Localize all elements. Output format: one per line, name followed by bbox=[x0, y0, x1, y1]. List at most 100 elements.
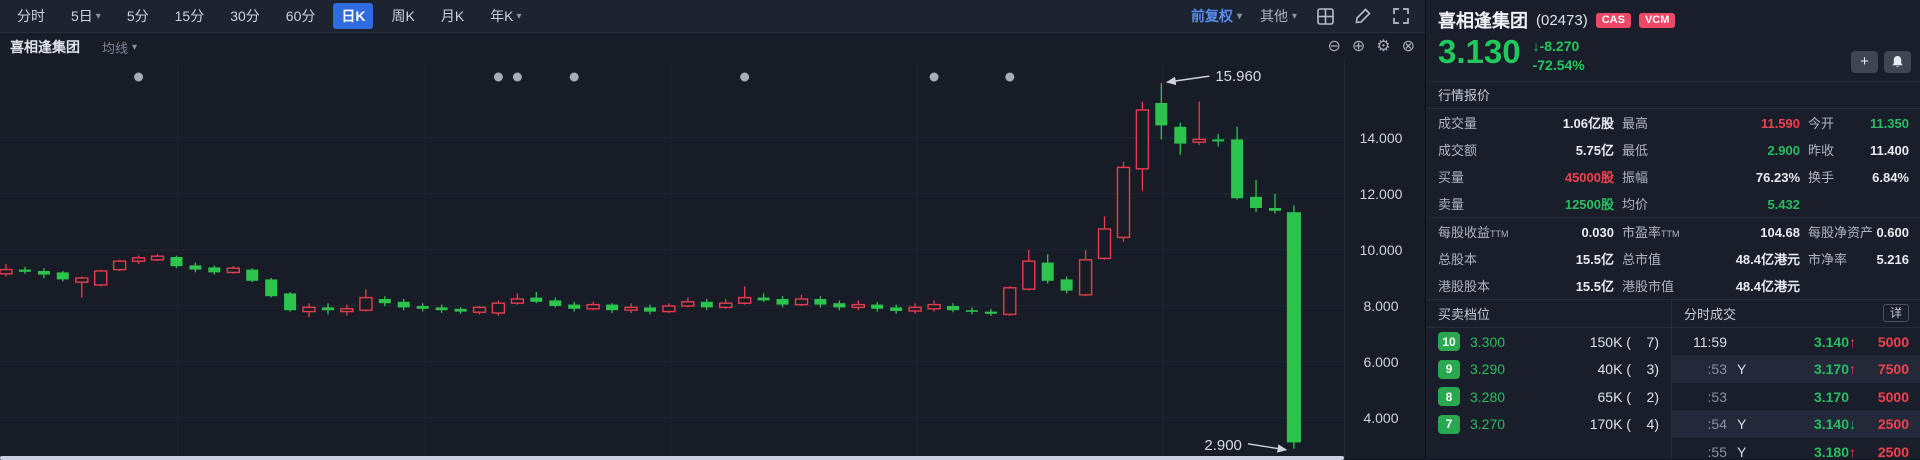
event-marker-dot bbox=[1005, 72, 1015, 82]
ma-dropdown[interactable]: 均线 ▾ bbox=[102, 38, 137, 57]
quote-label: 成交量 bbox=[1438, 115, 1478, 131]
quote-cell: 买量 45000股 bbox=[1438, 167, 1614, 186]
zoom-in-icon[interactable]: ⊕ bbox=[1351, 38, 1366, 55]
other-dropdown[interactable]: 其他 ▾ bbox=[1260, 6, 1297, 26]
order-book-row[interactable]: 10 3.300 150K ( 7) bbox=[1426, 328, 1671, 356]
quote-cell: 成交额 5.75亿 bbox=[1438, 140, 1614, 159]
tick-volume: 2500 bbox=[1877, 443, 1909, 459]
order-book-row[interactable]: 8 3.280 65K ( 2) bbox=[1426, 383, 1671, 411]
period-tab-week-k[interactable]: 周K bbox=[391, 8, 415, 24]
quote-panel: 喜相逢集团 (02473) CAS VCM 3.130 ↓-8.270 -72.… bbox=[1425, 0, 1920, 459]
period-tabs: 分时 5日 ▾ 5分 15分 30分 60分 日K 周K 月K 年K ▾ bbox=[4, 3, 535, 29]
last-price: 3.130 bbox=[1438, 33, 1521, 70]
chart-controls: ⊖ ⊕ ⚙ ⊗ bbox=[1327, 39, 1415, 55]
quote-cell: 总股本 15.5亿 bbox=[1438, 249, 1614, 268]
quote-cell: 卖量 12500股 bbox=[1438, 194, 1614, 213]
quote-cell: 均价 5.432 bbox=[1622, 194, 1800, 213]
ma-label: 均线 bbox=[102, 40, 129, 56]
order-price: 3.290 bbox=[1470, 361, 1506, 378]
stock-code: (02473) bbox=[1536, 11, 1588, 29]
quote-value: 48.4亿港元 bbox=[1735, 278, 1800, 294]
quote-value: 11.400 bbox=[1869, 142, 1909, 158]
price-axis-label: 14.000 bbox=[1359, 130, 1403, 146]
order-level-badge: 8 bbox=[1438, 387, 1460, 407]
tick-rows: 11:59 3.140 ↑ 5000:53 Y 3.170 ↑ 7500:53 3.170 500… bbox=[1672, 328, 1920, 459]
quote-value: 11.350 bbox=[1869, 115, 1909, 131]
period-tab-year-k[interactable]: 年K ▾ bbox=[490, 8, 522, 24]
period-tab-60m[interactable]: 60分 bbox=[285, 8, 316, 24]
period-tab-time[interactable]: 分时 bbox=[17, 8, 45, 24]
tick-detail-button[interactable]: 详 bbox=[1882, 304, 1909, 323]
change-percent: -72.54% bbox=[1532, 56, 1585, 73]
quote-label: 市净率 bbox=[1808, 251, 1848, 267]
period-tab-5m[interactable]: 5分 bbox=[126, 8, 149, 24]
quote-value: 5.432 bbox=[1767, 196, 1800, 212]
layout-grid-icon[interactable] bbox=[1315, 6, 1335, 26]
quote-value: 48.4亿港元 bbox=[1735, 251, 1800, 267]
order-size: 40K ( 3) bbox=[1597, 361, 1659, 378]
period-tab-day-k[interactable]: 日K bbox=[333, 3, 374, 29]
tick-price: 3.180 bbox=[1813, 443, 1849, 459]
quote-label: 总股本 bbox=[1438, 251, 1478, 267]
tick-flag: Y bbox=[1737, 416, 1747, 433]
adjust-mode-dropdown[interactable]: 前复权 ▾ bbox=[1191, 6, 1242, 26]
period-tab-month-k[interactable]: 月K bbox=[440, 8, 465, 24]
tick-price: 3.170 bbox=[1813, 361, 1849, 378]
quote-cell: 总市值 48.4亿港元 bbox=[1622, 249, 1800, 268]
chevron-down-icon: ▾ bbox=[95, 10, 101, 22]
quote-cell: 昨收 11.400 bbox=[1808, 140, 1909, 159]
draw-brush-icon[interactable] bbox=[1353, 6, 1373, 26]
tick-row[interactable]: 11:59 3.140 ↑ 5000 bbox=[1672, 328, 1920, 356]
period-tab-30m[interactable]: 30分 bbox=[230, 8, 260, 24]
quote-label: 换手 bbox=[1808, 169, 1835, 185]
event-marker-dot bbox=[740, 72, 750, 82]
tick-row[interactable]: :53 3.170 5000 bbox=[1672, 383, 1920, 411]
tick-list: 分时成交 详 11:59 3.140 ↑ 5000:53 Y 3.170 ↑ 7500:53 3… bbox=[1672, 300, 1920, 459]
order-book: 买卖档位 10 3.300 150K ( 7) 9 3.290 40K ( 3) 8 3.28… bbox=[1426, 299, 1672, 459]
close-icon[interactable]: ⊗ bbox=[1401, 38, 1415, 55]
event-marker-dot bbox=[493, 72, 503, 82]
quote-row: 总股本 15.5亿 总市值 48.4亿港元 市净率 5.216 bbox=[1438, 245, 1909, 272]
chart-horizontal-scrollbar[interactable] bbox=[0, 456, 1344, 460]
down-arrow-icon: ↓ bbox=[1532, 38, 1540, 54]
price-axis-label: 8.000 bbox=[1363, 298, 1399, 314]
order-book-row[interactable]: 7 3.270 170K ( 4) bbox=[1426, 410, 1671, 438]
order-book-row[interactable]: 9 3.290 40K ( 3) bbox=[1426, 355, 1671, 383]
quote-label: 每股收益 bbox=[1438, 224, 1491, 240]
tick-flag: Y bbox=[1737, 443, 1747, 459]
order-price: 3.270 bbox=[1470, 416, 1506, 433]
add-to-watchlist-button[interactable]: + bbox=[1851, 50, 1878, 73]
tick-price: 3.140 bbox=[1813, 333, 1849, 350]
alert-bell-button[interactable] bbox=[1884, 50, 1911, 73]
quote-grid-top: 成交量 1.06亿股 最高 11.590 今开 11.350 成交额 5.75亿 最低 2.900… bbox=[1426, 109, 1920, 217]
order-level-badge: 10 bbox=[1438, 332, 1460, 352]
fullscreen-icon[interactable] bbox=[1391, 6, 1411, 26]
period-tab-15m[interactable]: 15分 bbox=[174, 8, 205, 24]
tick-row[interactable]: :54 Y 3.140 ↓ 2500 bbox=[1672, 410, 1920, 438]
tick-time: :54 bbox=[1707, 416, 1727, 433]
quote-label: 昨收 bbox=[1808, 142, 1835, 158]
chart-canvas[interactable]: 15.960 2.900 bbox=[0, 61, 1344, 460]
price-change: ↓-8.270 -72.54% bbox=[1533, 37, 1585, 75]
tick-row[interactable]: :55 Y 3.180 ↑ 2500 bbox=[1672, 438, 1920, 459]
quote-cell: 市盈率 TTM 104.68 bbox=[1622, 222, 1800, 241]
tick-direction-up-icon: ↑ bbox=[1849, 443, 1856, 459]
quote-value: 0.600 bbox=[1876, 224, 1909, 240]
order-size: 150K ( 7) bbox=[1589, 333, 1659, 350]
settings-gear-icon[interactable]: ⚙ bbox=[1376, 38, 1391, 55]
tick-volume: 7500 bbox=[1877, 361, 1909, 378]
tick-direction-down-icon: ↓ bbox=[1849, 416, 1856, 433]
zoom-out-icon[interactable]: ⊖ bbox=[1327, 38, 1341, 55]
tick-time: :53 bbox=[1707, 388, 1727, 405]
quote-value: 5.216 bbox=[1876, 251, 1909, 267]
period-tab-5d[interactable]: 5日 ▾ bbox=[71, 8, 101, 24]
quote-label-suffix: TTM bbox=[1490, 228, 1509, 239]
event-marker-dot bbox=[512, 72, 522, 82]
quote-value: 76.23% bbox=[1755, 169, 1800, 185]
tick-row[interactable]: :53 Y 3.170 ↑ 7500 bbox=[1672, 355, 1920, 383]
order-book-rows: 10 3.300 150K ( 7) 9 3.290 40K ( 3) 8 3.280 65K … bbox=[1426, 328, 1671, 438]
stock-header: 喜相逢集团 (02473) CAS VCM 3.130 ↓-8.270 -72.… bbox=[1426, 0, 1920, 81]
candlestick-chart[interactable]: 15.960 2.900 14.000 12.000 10.000 8.000 6.000… bbox=[0, 61, 1425, 460]
price-axis[interactable]: 14.000 12.000 10.000 8.000 6.000 4.000 bbox=[1344, 61, 1426, 460]
